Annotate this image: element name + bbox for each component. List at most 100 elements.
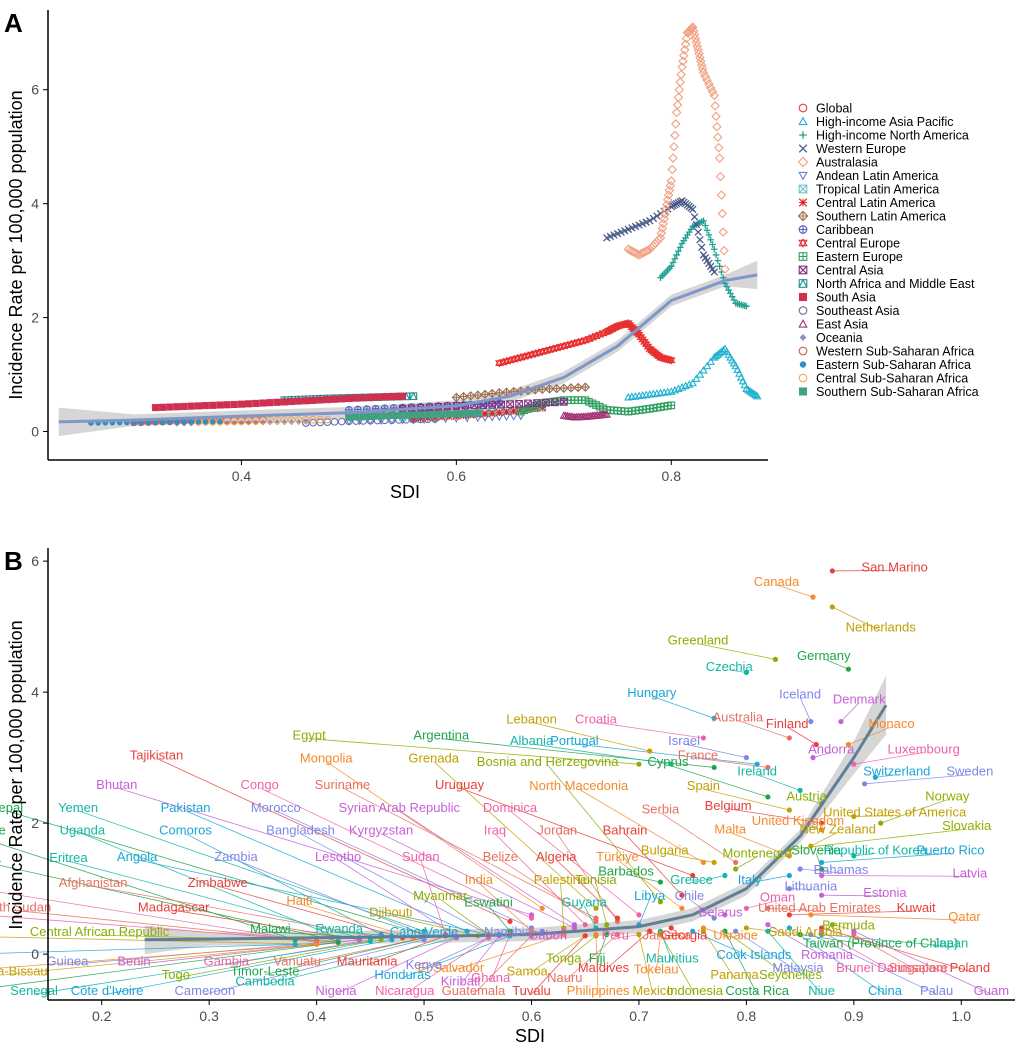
data-point xyxy=(259,416,267,425)
country-label: Belize xyxy=(483,849,518,864)
legend-key xyxy=(798,292,808,302)
country-label: Djibouti xyxy=(369,905,412,920)
legend-label: Eastern Europe xyxy=(816,250,903,264)
data-point xyxy=(302,397,310,405)
data-point xyxy=(718,227,728,237)
leader-line xyxy=(473,935,532,995)
country-label: Kyrgyzstan xyxy=(349,823,413,838)
country-point xyxy=(593,918,599,924)
country-point xyxy=(845,666,852,672)
country-label: Philippines xyxy=(567,983,630,998)
leader-line xyxy=(13,909,317,942)
data-point xyxy=(309,418,317,427)
series-western-europe xyxy=(603,197,719,276)
leader-line xyxy=(33,940,371,995)
series-central-asia xyxy=(398,398,568,413)
legend-item: Central Asia xyxy=(798,264,883,278)
country-point xyxy=(743,669,749,676)
data-point xyxy=(715,171,726,182)
leader-line xyxy=(749,875,790,884)
country-label: Bahamas xyxy=(813,862,868,877)
country-point xyxy=(838,718,844,725)
country-point xyxy=(797,931,803,938)
country-label: Angola xyxy=(117,849,158,864)
data-point xyxy=(717,208,728,219)
country-point xyxy=(872,774,878,780)
country-point xyxy=(819,892,825,898)
leader-line xyxy=(767,924,828,959)
country-point xyxy=(733,928,739,934)
data-point xyxy=(230,417,239,426)
data-point xyxy=(655,233,666,243)
legend-key xyxy=(798,346,808,356)
country-label: Madagascar xyxy=(138,899,210,914)
data-point xyxy=(697,64,708,74)
legend-label: North Africa and Middle East xyxy=(816,277,975,291)
data-point xyxy=(712,251,720,259)
smooth-curve xyxy=(58,273,758,424)
legend-key xyxy=(797,210,809,222)
leader-line xyxy=(789,828,967,850)
data-point xyxy=(716,263,723,270)
x-tick-label: 0.8 xyxy=(737,1008,757,1024)
series-high-income-asia-pacific xyxy=(624,344,762,401)
data-point xyxy=(223,401,231,409)
country-label: Zambia xyxy=(214,849,258,864)
country-point xyxy=(765,928,771,934)
leader-line xyxy=(156,757,511,922)
leader-line xyxy=(853,852,876,857)
legend-label: Global xyxy=(816,102,852,116)
data-point xyxy=(409,411,417,419)
country-point xyxy=(539,905,545,911)
country-point xyxy=(668,925,674,931)
data-point xyxy=(661,204,671,215)
data-point xyxy=(660,209,670,219)
leader-line xyxy=(880,799,948,824)
leader-line xyxy=(555,859,618,919)
data-point xyxy=(641,246,651,256)
data-point xyxy=(694,48,704,59)
country-label: Croatia xyxy=(575,711,618,726)
country-label: Switzerland xyxy=(863,764,930,779)
series-south-asia xyxy=(151,392,407,412)
legend-label: Eastern Sub-Saharan Africa xyxy=(816,358,971,372)
data-point xyxy=(688,22,698,32)
data-point xyxy=(710,245,718,253)
country-label: Serbia xyxy=(642,802,680,817)
country-point xyxy=(819,872,825,879)
legend-label: Tropical Latin America xyxy=(816,183,939,197)
leader-line xyxy=(137,859,489,935)
leader-line xyxy=(441,738,715,768)
data-point xyxy=(551,383,562,394)
data-point xyxy=(388,412,396,420)
data-point xyxy=(669,259,677,266)
country-point xyxy=(722,928,728,934)
country-point xyxy=(819,866,825,872)
country-label: Guyana xyxy=(561,895,607,910)
legend-label: Oceania xyxy=(816,331,863,345)
data-point xyxy=(673,92,684,103)
leader-line xyxy=(259,787,532,919)
leader-line xyxy=(420,859,446,935)
leader-line xyxy=(337,859,457,937)
legend-key xyxy=(798,373,808,383)
leader-line xyxy=(660,812,736,863)
series-australasia xyxy=(623,22,730,274)
legend-item: Western Europe xyxy=(798,142,906,156)
data-point xyxy=(237,417,246,426)
leader-line xyxy=(335,937,457,995)
country-label: Monaco xyxy=(868,716,914,731)
data-point xyxy=(666,176,677,186)
data-point xyxy=(672,100,683,110)
data-point xyxy=(451,392,462,403)
country-label: Grenada xyxy=(408,751,459,766)
data-point xyxy=(671,107,682,118)
data-point xyxy=(288,397,296,406)
data-point xyxy=(710,268,719,276)
country-point xyxy=(722,872,728,879)
leader-line xyxy=(735,930,799,972)
data-point xyxy=(677,62,687,72)
data-point xyxy=(705,231,713,239)
country-label: Kenya xyxy=(406,957,444,972)
country-label: China xyxy=(868,983,903,998)
